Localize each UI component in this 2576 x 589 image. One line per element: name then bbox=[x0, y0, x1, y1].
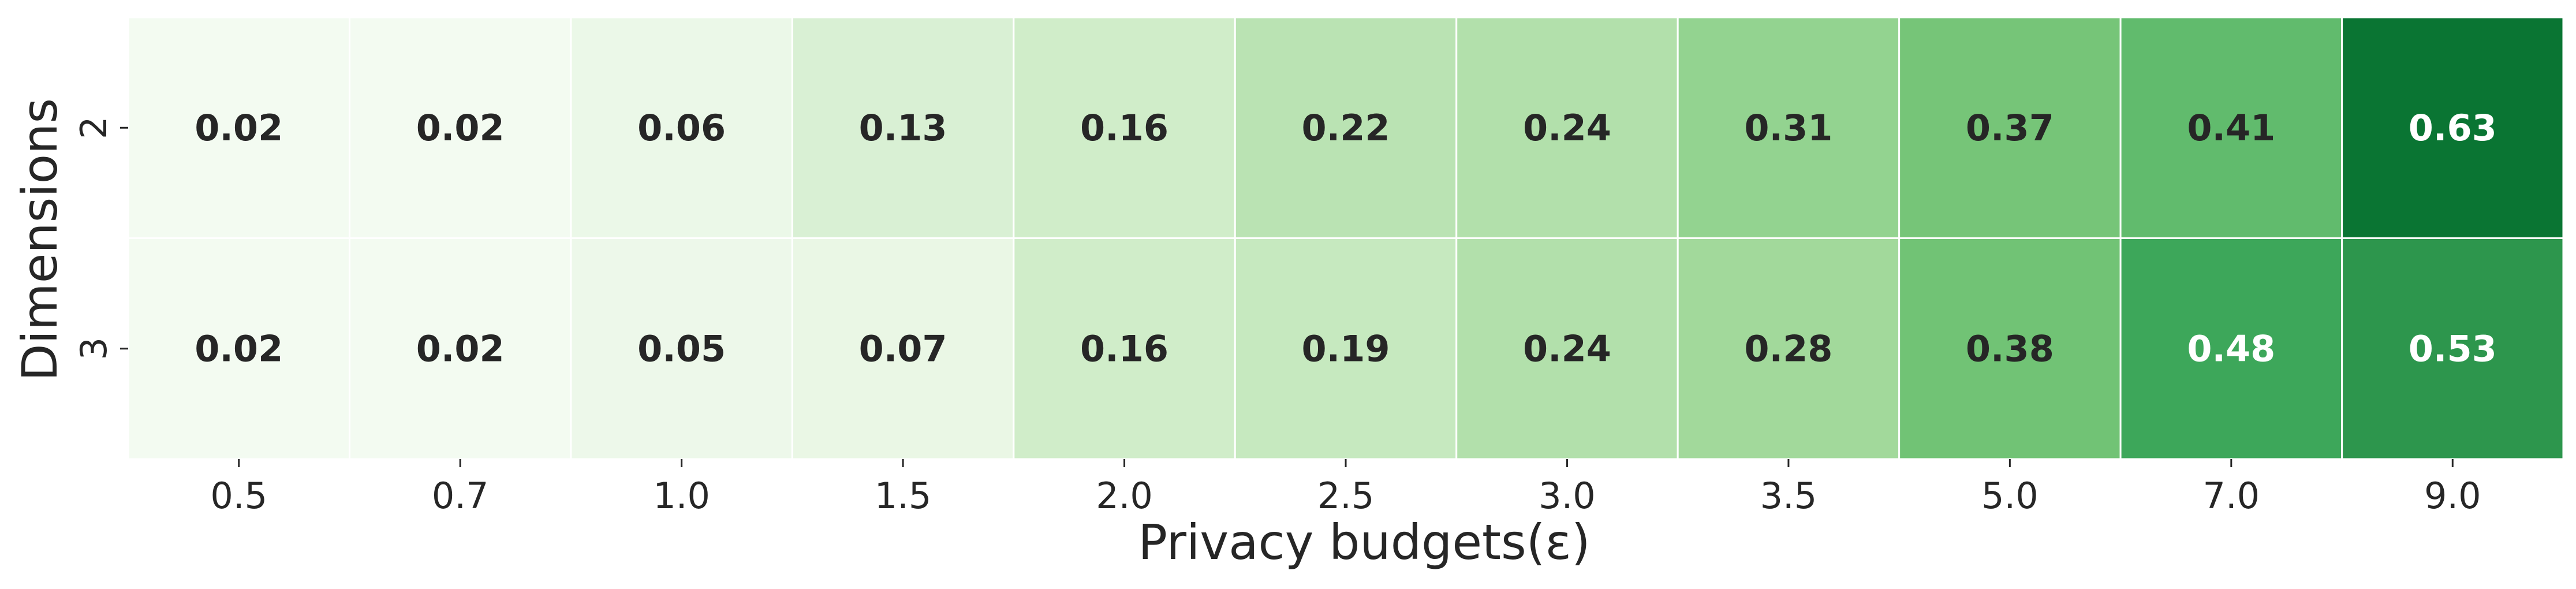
x-tick-label: 9.0 bbox=[2424, 475, 2481, 517]
heatmap-cell-dim3-eps1.5 bbox=[791, 237, 1015, 460]
y-tick-label: 3 bbox=[73, 337, 115, 360]
cell-value-label: 0.05 bbox=[637, 327, 726, 370]
heatmap-cell-dim3-eps5.0 bbox=[1898, 237, 2122, 460]
y-axis-ticks: 23 bbox=[73, 117, 128, 360]
y-axis-title: Dimensions bbox=[12, 98, 68, 381]
cell-value-label: 0.24 bbox=[1523, 327, 1611, 370]
heatmap-cell-dim2-eps3.5 bbox=[1677, 16, 1901, 239]
x-tick-label: 2.0 bbox=[1096, 475, 1153, 517]
heatmap-cell-dim3-eps2.5 bbox=[1234, 237, 1458, 460]
cell-value-label: 0.63 bbox=[2409, 107, 2497, 149]
heatmap-cell-dim2-eps1.5 bbox=[791, 16, 1015, 239]
x-tick-label: 1.0 bbox=[653, 475, 710, 517]
cell-value-label: 0.16 bbox=[1080, 327, 1168, 370]
heatmap-cell-dim2-eps0.5 bbox=[127, 16, 350, 239]
cell-value-label: 0.28 bbox=[1744, 327, 1832, 370]
heatmap-cell-dim3-eps9.0 bbox=[2341, 237, 2564, 460]
cell-value-label: 0.22 bbox=[1302, 107, 1390, 149]
heatmap-cell-dim2-eps9.0 bbox=[2341, 16, 2564, 239]
heatmap-cells bbox=[127, 16, 2564, 460]
cell-value-label: 0.38 bbox=[1966, 327, 2054, 370]
cell-value-label: 0.06 bbox=[637, 107, 726, 149]
cell-value-label: 0.37 bbox=[1966, 107, 2054, 149]
x-axis-title: Privacy budgets(ε) bbox=[1138, 514, 1590, 571]
x-tick-label: 1.5 bbox=[875, 475, 932, 517]
heatmap-cell-dim3-eps7.0 bbox=[2119, 237, 2343, 460]
x-tick-label: 0.7 bbox=[432, 475, 489, 517]
cell-value-label: 0.13 bbox=[859, 107, 947, 149]
x-tick-label: 0.5 bbox=[210, 475, 267, 517]
x-tick-label: 3.5 bbox=[1760, 475, 1817, 517]
heatmap-cell-dim2-eps1.0 bbox=[570, 16, 793, 239]
cell-value-label: 0.31 bbox=[1744, 107, 1832, 149]
heatmap-cell-dim2-eps7.0 bbox=[2119, 16, 2343, 239]
x-axis-ticks: 0.5 0.7 1.0 1.5 2.0 2.5 3.0 3.5 5.0 7.0 9.0 bbox=[210, 459, 2481, 517]
cell-value-label: 0.07 bbox=[859, 327, 947, 370]
x-tick-label: 2.5 bbox=[1317, 475, 1375, 517]
heatmap-cell-dim3-eps2.0 bbox=[1013, 237, 1236, 460]
y-tick-label: 2 bbox=[73, 117, 115, 139]
x-tick-label: 7.0 bbox=[2203, 475, 2260, 517]
cell-value-label: 0.02 bbox=[195, 107, 283, 149]
cell-value-label: 0.19 bbox=[1302, 327, 1390, 370]
cell-value-label: 0.02 bbox=[195, 327, 283, 370]
heatmap-cell-dim2-eps2.0 bbox=[1013, 16, 1236, 239]
x-tick-label: 3.0 bbox=[1539, 475, 1596, 517]
heatmap-cell-dim3-eps0.5 bbox=[127, 237, 350, 460]
x-tick-label: 5.0 bbox=[1981, 475, 2039, 517]
cell-value-label: 0.02 bbox=[416, 327, 505, 370]
heatmap-cell-dim3-eps3.5 bbox=[1677, 237, 1901, 460]
cell-value-label: 0.48 bbox=[2187, 327, 2275, 370]
heatmap-cell-dim2-eps0.7 bbox=[348, 16, 572, 239]
cell-value-label: 0.53 bbox=[2409, 327, 2497, 370]
heatmap-cell-dim2-eps2.5 bbox=[1234, 16, 1458, 239]
cell-value-label: 0.24 bbox=[1523, 107, 1611, 149]
heatmap-cell-dim3-eps3.0 bbox=[1455, 237, 1679, 460]
heatmap-cell-dim3-eps1.0 bbox=[570, 237, 793, 460]
heatmap-cell-dim3-eps0.7 bbox=[348, 237, 572, 460]
cell-value-label: 0.16 bbox=[1080, 107, 1168, 149]
cell-value-label: 0.41 bbox=[2187, 107, 2275, 149]
heatmap-value-labels: 0.02 0.02 0.06 0.13 0.16 0.22 0.24 0.31 0.37 0.41… bbox=[195, 107, 2497, 370]
cell-value-label: 0.02 bbox=[416, 107, 505, 149]
